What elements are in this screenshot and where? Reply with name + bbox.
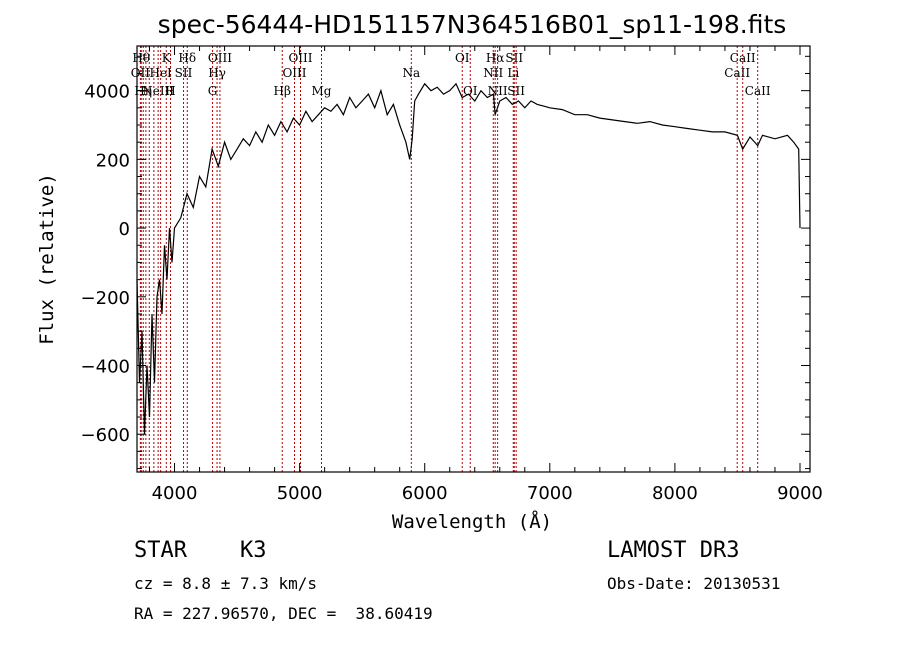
redshift-value: cz = 8.8 ± 7.3 km/s bbox=[134, 574, 318, 593]
sky-coordinates: RA = 227.96570, DEC = 38.60419 bbox=[134, 604, 433, 623]
x-axis-ticks: 4000 5000 6000 7000 8000 9000 bbox=[149, 46, 823, 504]
survey-name: LAMOST DR3 bbox=[607, 538, 740, 563]
object-class: STAR K3 bbox=[134, 538, 267, 563]
spectral-line-label: Hγ bbox=[208, 66, 226, 80]
spectral-line-label: SII bbox=[505, 51, 523, 65]
y-axis-label: Flux (relative) bbox=[36, 173, 58, 345]
plot-frame bbox=[136, 45, 811, 473]
x-tick-label: 7000 bbox=[527, 483, 573, 504]
y-tick-label: 0 bbox=[119, 219, 130, 240]
y-tick-label: 4000 bbox=[84, 82, 130, 103]
spectral-line-label: SII bbox=[507, 84, 525, 98]
x-tick-label: 4000 bbox=[152, 483, 198, 504]
spectral-line-label: Na bbox=[403, 66, 421, 80]
spectral-line-label: SII bbox=[175, 66, 193, 80]
spectral-line-label: OIII bbox=[282, 66, 306, 80]
spectral-line-label: H bbox=[165, 84, 175, 98]
x-axis-label: Wavelength (Å) bbox=[392, 510, 552, 533]
y-tick-label: 200 bbox=[96, 150, 130, 171]
spectral-line-label: Mg bbox=[312, 84, 332, 98]
spectral-line-labels: HθOIIHηNeIIIHeIKHSIIHδGHγOIIIHβOIIIOIIIM… bbox=[131, 51, 771, 98]
y-tick-label: −600 bbox=[81, 425, 130, 446]
spectral-line-label: NII bbox=[483, 66, 503, 80]
spectral-line-label: Hδ bbox=[178, 51, 196, 65]
spectral-line-label: G bbox=[208, 84, 218, 98]
observation-date: Obs-Date: 20130531 bbox=[607, 574, 781, 593]
spectral-line-label: NeIII bbox=[142, 84, 174, 98]
x-tick-label: 6000 bbox=[402, 483, 448, 504]
y-axis-ticks: −600 −400 −200 0 200 4000 bbox=[81, 55, 810, 470]
spectral-line-label: CaII bbox=[724, 66, 750, 80]
spectral-line-label: Li bbox=[507, 66, 519, 80]
spectral-line-label: OI bbox=[455, 51, 470, 65]
spectral-line-label: K bbox=[162, 51, 172, 65]
chart-title: spec-56444-HD151157N364516B01_sp11-198.f… bbox=[158, 10, 787, 39]
flux-series-line bbox=[136, 82, 801, 435]
x-tick-label: 8000 bbox=[652, 483, 698, 504]
spectral-line-label: Hβ bbox=[274, 84, 291, 98]
spectral-lines-group bbox=[139, 46, 759, 472]
y-tick-label: −200 bbox=[81, 288, 130, 309]
x-tick-label: 9000 bbox=[777, 483, 823, 504]
y-tick-label: −400 bbox=[81, 357, 130, 378]
spectral-line-label: CaII bbox=[730, 51, 756, 65]
spectral-line-label: CaII bbox=[745, 84, 771, 98]
spectral-line-label: OIII bbox=[288, 51, 312, 65]
spectral-line-label: Hθ bbox=[132, 51, 150, 65]
spectral-line-label: HeI bbox=[149, 66, 172, 80]
spectral-line-label: OIII bbox=[208, 51, 232, 65]
x-tick-label: 5000 bbox=[277, 483, 323, 504]
spectral-line-label: Hα bbox=[486, 51, 505, 65]
